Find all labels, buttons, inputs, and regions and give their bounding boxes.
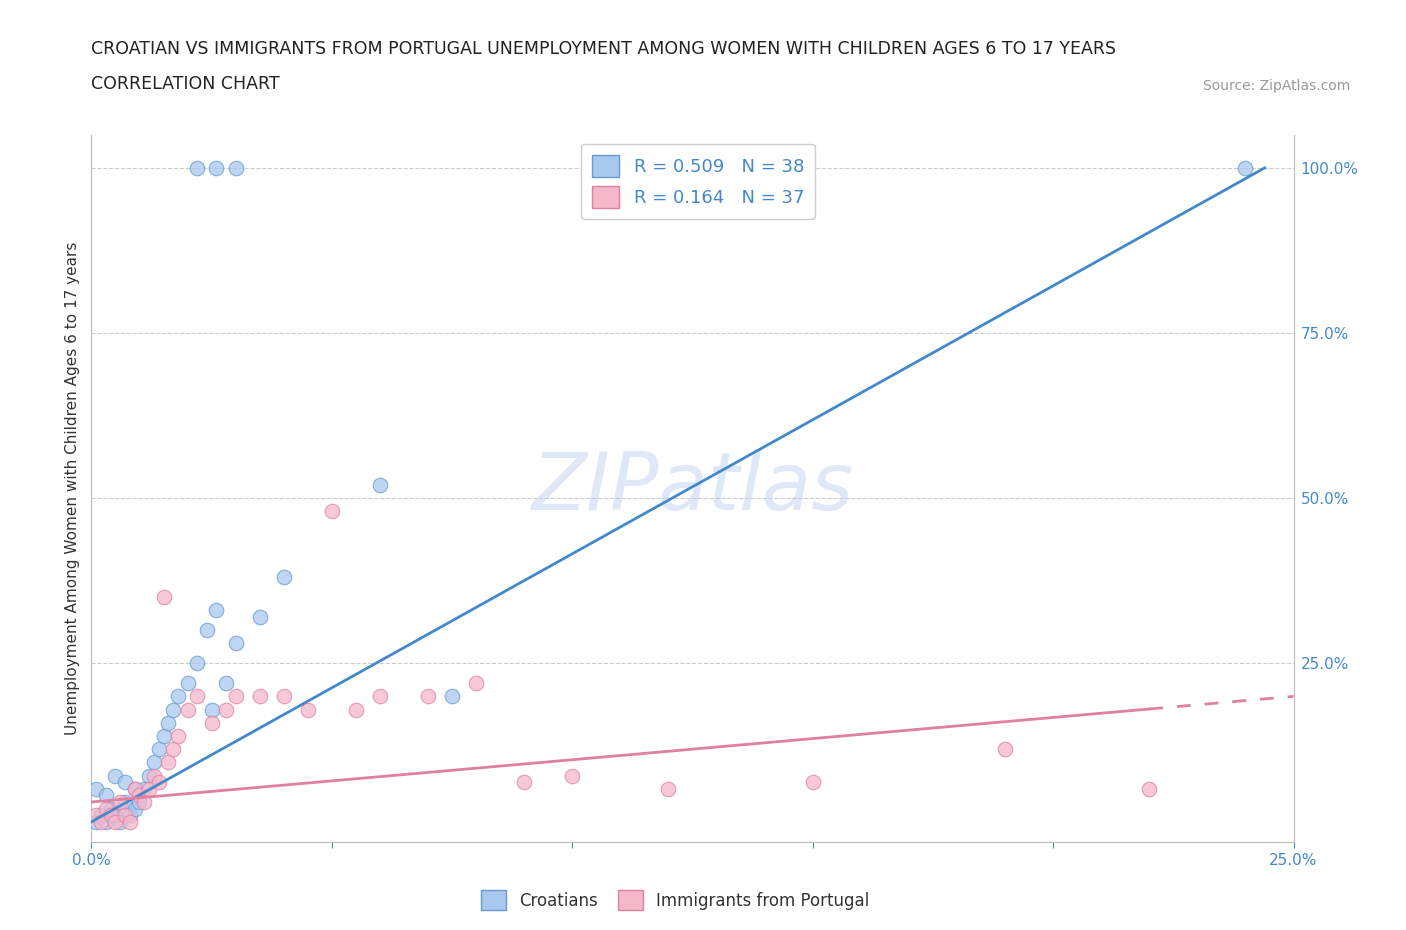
Point — [90, 808, 112, 823]
Point — [225, 161, 247, 176]
Point — [249, 610, 271, 625]
Point — [249, 689, 271, 704]
Point — [368, 689, 391, 704]
Point — [186, 656, 208, 671]
Point — [100, 808, 122, 823]
Point — [162, 702, 184, 717]
Point — [368, 477, 391, 492]
Point — [157, 755, 180, 770]
Point — [128, 794, 150, 809]
Point — [142, 755, 165, 770]
Point — [440, 689, 463, 704]
Point — [657, 781, 679, 796]
Point — [195, 623, 218, 638]
Point — [94, 788, 117, 803]
Point — [225, 689, 247, 704]
Point — [104, 815, 127, 830]
Point — [344, 702, 367, 717]
Text: Source: ZipAtlas.com: Source: ZipAtlas.com — [1202, 79, 1350, 93]
Point — [118, 815, 141, 830]
Point — [201, 702, 224, 717]
Text: ZIPatlas: ZIPatlas — [531, 449, 853, 527]
Point — [273, 689, 295, 704]
Text: CROATIAN VS IMMIGRANTS FROM PORTUGAL UNEMPLOYMENT AMONG WOMEN WITH CHILDREN AGES: CROATIAN VS IMMIGRANTS FROM PORTUGAL UNE… — [91, 40, 1116, 58]
Point — [104, 768, 127, 783]
Point — [100, 801, 122, 816]
Legend: Croatians, Immigrants from Portugal: Croatians, Immigrants from Portugal — [474, 884, 876, 917]
Point — [205, 161, 228, 176]
Legend: R = 0.509   N = 38, R = 0.164   N = 37: R = 0.509 N = 38, R = 0.164 N = 37 — [581, 144, 815, 219]
Text: CORRELATION CHART: CORRELATION CHART — [91, 75, 280, 93]
Point — [110, 794, 132, 809]
Point — [215, 702, 238, 717]
Point — [561, 768, 583, 783]
Point — [465, 676, 488, 691]
Point — [321, 504, 343, 519]
Point — [162, 742, 184, 757]
Point — [994, 742, 1017, 757]
Point — [134, 794, 156, 809]
Point — [84, 808, 107, 823]
Point — [215, 676, 238, 691]
Point — [118, 808, 141, 823]
Point — [167, 728, 190, 743]
Point — [186, 689, 208, 704]
Point — [513, 775, 536, 790]
Point — [148, 742, 170, 757]
Point — [801, 775, 824, 790]
Point — [94, 815, 117, 830]
Point — [1234, 161, 1257, 176]
Point — [138, 768, 160, 783]
Point — [104, 808, 127, 823]
Point — [90, 815, 112, 830]
Point — [297, 702, 319, 717]
Point — [114, 775, 136, 790]
Point — [1137, 781, 1160, 796]
Point — [167, 689, 190, 704]
Point — [186, 161, 208, 176]
Point — [205, 603, 228, 618]
Point — [225, 636, 247, 651]
Point — [114, 808, 136, 823]
Point — [84, 781, 107, 796]
Point — [152, 590, 174, 604]
Point — [110, 815, 132, 830]
Point — [138, 781, 160, 796]
Point — [148, 775, 170, 790]
Y-axis label: Unemployment Among Women with Children Ages 6 to 17 years: Unemployment Among Women with Children A… — [65, 242, 80, 735]
Point — [124, 781, 146, 796]
Point — [152, 728, 174, 743]
Point — [124, 781, 146, 796]
Point — [142, 768, 165, 783]
Point — [114, 794, 136, 809]
Point — [176, 676, 198, 691]
Point — [273, 570, 295, 585]
Point — [416, 689, 439, 704]
Point — [94, 801, 117, 816]
Point — [157, 715, 180, 730]
Point — [201, 715, 224, 730]
Point — [124, 801, 146, 816]
Point — [84, 815, 107, 830]
Point — [176, 702, 198, 717]
Point — [134, 781, 156, 796]
Point — [128, 788, 150, 803]
